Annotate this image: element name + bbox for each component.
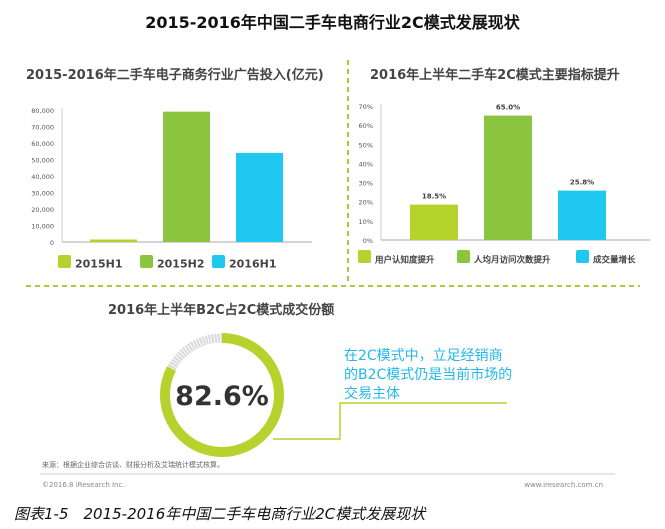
legend-swatch	[140, 255, 153, 268]
bar-2016H1	[236, 152, 283, 242]
y-tick-label: 30,000	[31, 190, 54, 198]
donut-center-label: 82.6%	[175, 381, 269, 412]
legend-label: 人均月访问次数提升	[474, 255, 551, 266]
legend-label: 2016H1	[229, 258, 276, 271]
y-tick-label: 10%	[359, 218, 373, 226]
y-tick-label: 30%	[359, 180, 373, 188]
y-tick-label: 0%	[363, 237, 373, 245]
legend-label: 成交量增长	[593, 255, 636, 266]
legend-swatch	[457, 250, 470, 263]
legend-swatch	[212, 255, 225, 268]
bar-成交量增长	[558, 190, 606, 240]
y-tick-label: 60,000	[31, 140, 54, 148]
y-tick-label: 20%	[359, 199, 373, 207]
ad-chart-title: 2015-2016年二手车电子商务行业广告投入(亿元)	[26, 68, 324, 83]
bar-用户认知度提升	[410, 204, 458, 240]
note-connector	[273, 402, 507, 440]
y-tick-label: 40,000	[31, 173, 54, 181]
data-label: 25.8%	[570, 179, 594, 187]
legend-label: 用户认知度提升	[374, 255, 435, 266]
website-url: www.iresearch.com.cn	[524, 481, 603, 489]
y-tick-label: 80,000	[31, 107, 54, 115]
note-text: 在2C模式中，立足经销商的B2C模式仍是当前市场的交易主体	[344, 348, 513, 402]
y-tick-label: 60%	[359, 122, 373, 130]
data-label: 18.5%	[422, 193, 446, 201]
legend-swatch	[58, 255, 71, 268]
bar-2015H2	[163, 111, 210, 243]
y-tick-label: 20,000	[31, 206, 54, 214]
source-text: 来源：根据企业综合访谈、财报分析及艾瑞统计模式核算。	[42, 461, 224, 469]
y-tick-label: 50%	[359, 141, 373, 149]
figure-title: 2015-2016年中国二手车电商行业2C模式发展现状	[145, 13, 520, 32]
figure-caption: 图表1-5 2015-2016年中国二手车电商行业2C模式发展现状	[14, 505, 426, 523]
legend-label: 2015H2	[157, 258, 204, 271]
legend-swatch	[358, 250, 371, 263]
y-tick-label: 70%	[359, 103, 373, 111]
share-chart-title: 2016年上半年B2C占2C模式成交份额	[108, 303, 335, 318]
copyright-text: ©2016.8 iResearch Inc.	[42, 481, 125, 489]
y-tick-label: 10,000	[31, 223, 54, 231]
legend-swatch	[576, 250, 589, 263]
legend-label: 2015H1	[75, 258, 122, 271]
y-tick-label: 40%	[359, 160, 373, 168]
indicator-chart-title: 2016年上半年二手车2C模式主要指标提升	[370, 68, 620, 83]
data-label: 65.0%	[496, 104, 520, 112]
bar-人均月访问次数提升	[484, 115, 532, 240]
bar-2015H1	[90, 239, 137, 242]
y-tick-label: 50,000	[31, 157, 54, 165]
y-tick-label: 70,000	[31, 124, 54, 132]
y-tick-label: 0	[50, 239, 54, 247]
donut-b2c-arc	[160, 333, 284, 457]
